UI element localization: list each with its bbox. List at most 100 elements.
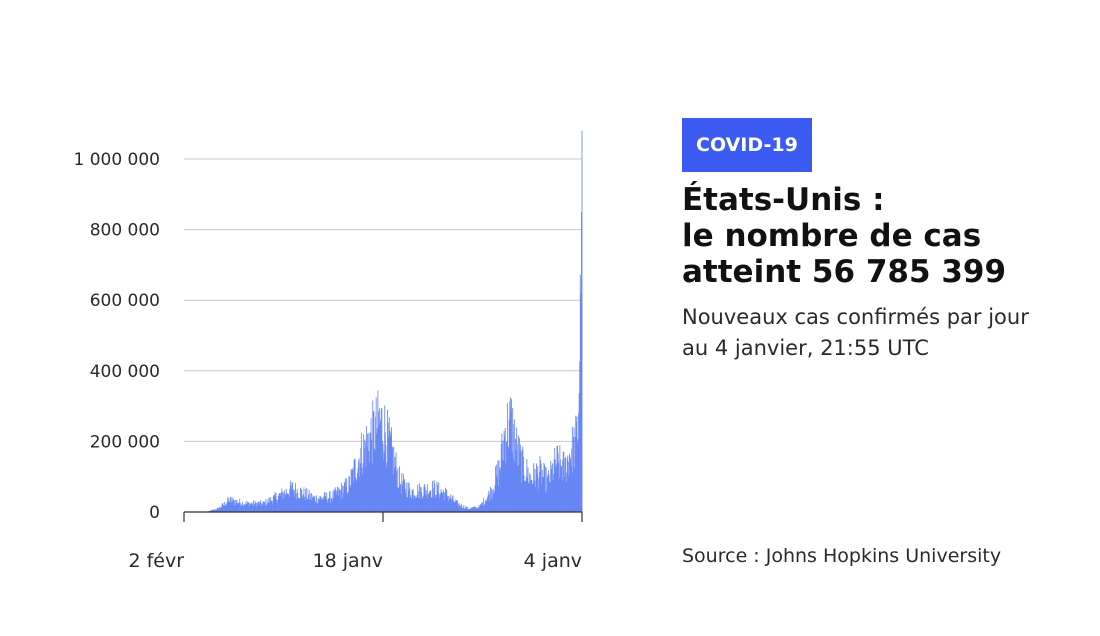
bar [242,501,244,512]
bar [474,508,476,512]
bar [434,495,436,512]
bar [453,500,454,512]
bar [432,480,433,512]
bar [271,504,273,512]
bar [217,507,219,512]
bar [400,483,402,512]
bar [508,448,510,512]
bar [295,493,297,512]
bar [567,461,569,512]
bar [456,500,458,512]
bar [526,477,528,512]
bar [291,488,292,512]
bar [268,497,270,512]
bar [389,436,391,512]
bar [492,489,494,512]
bar [284,493,286,512]
bar [234,505,236,512]
bar [458,503,460,512]
bar [522,446,524,512]
bar [457,500,458,512]
bar [406,497,408,512]
bar [231,500,233,512]
bar [306,499,308,512]
bar [544,466,546,512]
bar [302,494,304,512]
bar [546,476,548,512]
bar [492,490,494,512]
bar [218,509,220,512]
bar [500,443,502,512]
bar [466,506,468,512]
bar [259,501,261,512]
headline-line: le nombre de cas [682,218,982,254]
bar [296,499,298,512]
bar [327,498,329,512]
bar [439,493,441,512]
bar [373,410,375,512]
bar [260,503,262,512]
bar [321,499,323,512]
bar [259,505,261,512]
bar [540,460,541,512]
bar [533,463,535,512]
bar [258,501,259,512]
bar [384,432,386,512]
headline-line: États-Unis : [682,182,885,218]
bar [356,473,358,512]
bar [326,500,328,512]
bar [510,411,512,512]
bar [487,494,489,512]
bar [487,496,489,512]
x-tick-label: 2 févr [128,550,184,572]
bar [319,496,321,512]
bar [554,447,556,512]
bar [379,408,381,512]
bar [289,480,291,512]
bar [404,488,406,512]
bar [475,509,477,512]
bar [283,497,285,512]
bar [442,492,444,512]
bar [441,492,443,512]
bar [472,507,474,512]
x-tick-label: 4 janv [524,550,582,572]
bar [417,484,419,512]
bar [334,487,336,512]
bar [470,508,472,512]
bar [569,453,570,512]
bar [539,456,541,512]
bar [453,502,455,512]
bar [424,484,425,512]
bar [451,496,453,512]
bar [561,480,563,512]
bar [398,487,400,512]
bar [458,503,460,512]
bar [276,499,278,512]
bar [428,493,429,512]
bar [399,466,400,512]
bar [504,427,506,512]
bar [503,430,505,512]
bar [361,467,363,512]
bar [271,500,273,512]
bar [315,502,317,512]
bar [287,495,289,512]
bar [560,466,562,512]
bar [318,499,320,512]
bar [345,478,346,512]
bar [521,449,523,512]
bar [305,496,307,512]
bar [275,496,276,512]
bar [236,499,238,512]
bar [320,497,322,512]
bar [493,491,495,512]
bar [541,484,543,512]
bar [425,495,427,512]
bar [238,502,240,512]
bar [285,488,287,512]
bar [574,436,576,512]
bar [439,498,441,512]
bar [511,399,512,512]
bar [401,485,403,512]
